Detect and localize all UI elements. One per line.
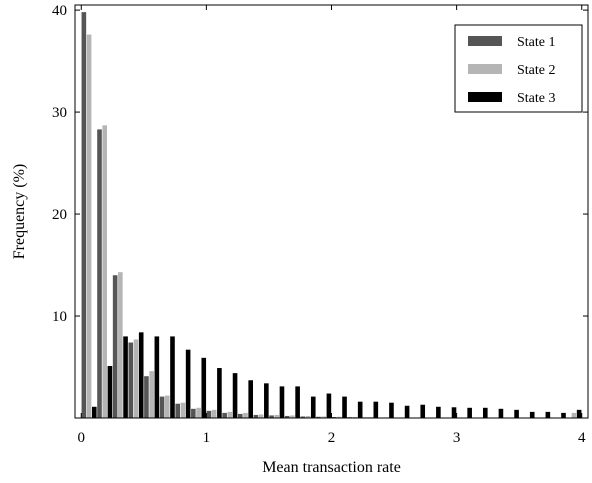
legend-label-3: State 3 [517, 91, 556, 106]
bar-series-3-bin-2 [108, 366, 113, 418]
bar-series-2-bin-12 [259, 414, 264, 418]
bar-series-3-bin-1 [92, 407, 97, 418]
bar-series-2-bin-11 [243, 413, 248, 418]
x-tick-label: 1 [203, 430, 211, 446]
x-axis-title: Mean transaction rate [262, 459, 401, 476]
bar-series-3-bin-21 [405, 406, 410, 418]
bar-series-3-bin-18 [358, 402, 363, 418]
bar-series-1-bin-5 [144, 376, 149, 418]
bar-series-1-bin-11 [238, 414, 243, 418]
bar-series-3-bin-3 [123, 336, 128, 418]
bar-series-3-bin-22 [420, 405, 425, 418]
y-axis-title: Frequency (%) [11, 164, 28, 260]
bar-series-3-bin-11 [248, 380, 253, 418]
bar-series-2-bin-4 [134, 339, 139, 418]
bar-series-3-bin-12 [264, 383, 269, 418]
bar-series-3-bin-28 [514, 410, 519, 418]
bar-series-3-bin-19 [374, 402, 379, 418]
bar-series-1-bin-8 [191, 409, 196, 418]
bar-series-2-bin-3 [118, 272, 123, 418]
bar-series-1-bin-1 [82, 12, 87, 418]
bar-series-2-bin-5 [149, 371, 154, 418]
bar-series-1-bin-7 [175, 404, 180, 418]
bar-series-3-bin-9 [217, 368, 222, 418]
bar-series-3-bin-10 [233, 373, 238, 418]
y-tick-label: 40 [52, 3, 67, 19]
bar-series-3-bin-25 [467, 408, 472, 418]
bar-series-3-bin-31 [561, 413, 566, 418]
bar-series-3-bin-15 [311, 397, 316, 418]
legend-swatch-3 [468, 92, 502, 102]
bar-series-3-bin-32 [577, 410, 582, 418]
bar-series-3-bin-4 [139, 332, 144, 418]
bar-series-3-bin-8 [201, 358, 206, 418]
bar-series-3-bin-23 [436, 407, 441, 418]
bar-series-3-bin-16 [327, 394, 332, 418]
bar-series-3-bin-24 [452, 407, 457, 418]
bar-series-3-bin-6 [170, 336, 175, 418]
bar-series-3-bin-30 [546, 412, 551, 418]
bar-series-3-bin-20 [389, 403, 394, 418]
bar-series-3-bin-29 [530, 412, 535, 418]
legend-swatch-2 [468, 64, 502, 74]
bar-series-2-bin-8 [196, 408, 201, 418]
bar-series-2-bin-6 [165, 396, 170, 418]
legend-label-1: State 1 [517, 35, 556, 50]
bar-series-2-bin-1 [87, 35, 92, 418]
bar-series-2-bin-2 [102, 125, 107, 418]
bar-series-3-bin-17 [342, 397, 347, 418]
bar-series-3-bin-14 [295, 386, 300, 418]
y-tick-label: 10 [52, 309, 67, 325]
bar-series-3-bin-26 [483, 408, 488, 418]
y-tick-label: 30 [52, 105, 67, 121]
bar-series-1-bin-6 [160, 397, 165, 418]
bar-series-2-bin-7 [181, 403, 186, 418]
x-tick-label: 2 [328, 430, 336, 446]
bar-series-1-bin-2 [97, 129, 102, 418]
bar-series-1-bin-3 [113, 275, 118, 418]
bar-series-3-bin-13 [280, 386, 285, 418]
x-tick-label: 3 [453, 430, 461, 446]
bar-series-2-bin-9 [212, 410, 217, 418]
legend-swatch-1 [468, 36, 502, 46]
legend-label-2: State 2 [517, 63, 556, 78]
x-tick-label: 4 [578, 430, 586, 446]
bar-series-3-bin-27 [499, 409, 504, 418]
legend: State 1 State 2 State 3 [455, 25, 582, 112]
bar-series-3-bin-7 [186, 350, 191, 418]
bar-series-2-bin-32 [572, 413, 577, 418]
bar-series-2-bin-10 [228, 412, 233, 418]
bar-series-1-bin-10 [222, 413, 227, 418]
bar-series-1-bin-9 [207, 411, 212, 418]
x-tick-label: 0 [78, 430, 86, 446]
bar-series-1-bin-4 [128, 343, 133, 418]
y-tick-label: 20 [52, 207, 67, 223]
bar-series-3-bin-5 [155, 336, 160, 418]
